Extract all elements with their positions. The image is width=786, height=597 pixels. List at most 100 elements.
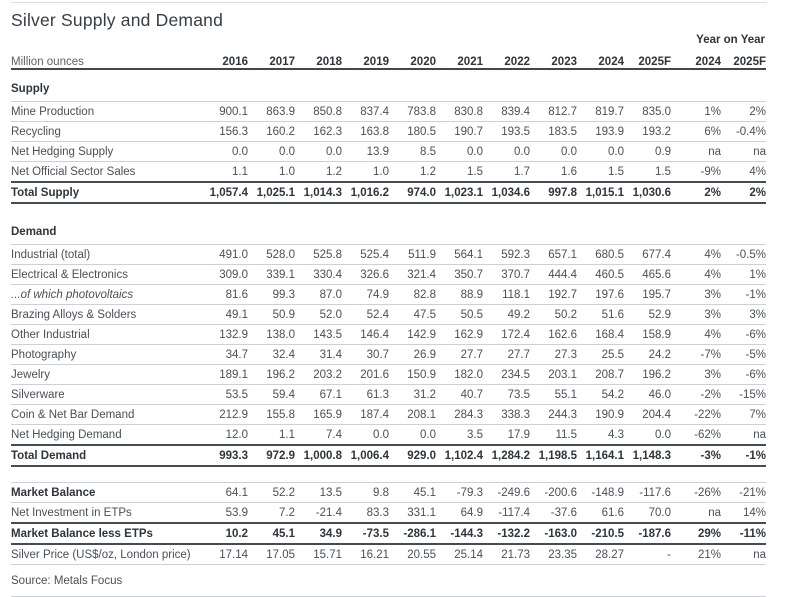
- row-label: Total Demand: [11, 444, 201, 467]
- row-label: Electrical & Electronics: [11, 264, 201, 285]
- column-header-year: 2017: [248, 48, 295, 70]
- column-header-year: 2019: [342, 48, 389, 70]
- cell-value: 1,000.8: [295, 444, 342, 467]
- row-label: Net Investment in ETPs: [11, 502, 201, 524]
- cell-value: 680.5: [577, 244, 624, 265]
- cell-value: 155.8: [248, 404, 295, 425]
- column-header-yoy: 2025F: [721, 48, 766, 70]
- cell-value: 1,030.6: [624, 181, 671, 204]
- cell-value: 13.5: [295, 482, 342, 503]
- cell-value: 162.9: [436, 324, 483, 345]
- cell-value: 997.8: [530, 181, 577, 204]
- cell-value: 52.9: [624, 304, 671, 325]
- row-label: Net Hedging Supply: [11, 141, 201, 162]
- cell-value: 4.3: [577, 424, 624, 446]
- table-row: Industrial (total) 491.0 528.0 525.8 525.4 51…: [11, 244, 766, 265]
- cell-value: 993.3: [201, 444, 248, 467]
- cell-value: 1,284.2: [483, 444, 530, 467]
- cell-value: 31.2: [389, 384, 436, 405]
- report-page: Silver Supply and Demand Year on Year Mi…: [11, 2, 767, 597]
- source-note: Source: Metals Focus: [11, 565, 766, 597]
- cell-yoy-value: -9%: [671, 161, 721, 183]
- cell-value: 974.0: [389, 181, 436, 204]
- cell-value: 47.5: [389, 304, 436, 325]
- cell-yoy-value: 4%: [671, 244, 721, 265]
- cell-value: 27.7: [436, 344, 483, 365]
- cell-value: 1,015.1: [577, 181, 624, 204]
- cell-value: 52.2: [248, 482, 295, 503]
- cell-yoy-value: -6%: [721, 364, 766, 385]
- cell-value: 1,164.1: [577, 444, 624, 467]
- cell-value: 0.0: [389, 424, 436, 446]
- cell-yoy-value: -62%: [671, 424, 721, 446]
- cell-value: 158.9: [624, 324, 671, 345]
- cell-yoy-value: 21%: [671, 544, 721, 565]
- cell-yoy-value: 2%: [721, 181, 766, 204]
- cell-value: 528.0: [248, 244, 295, 265]
- cell-value: 24.2: [624, 344, 671, 365]
- cell-value: 0.0: [530, 141, 577, 162]
- cell-value: 1.1: [248, 424, 295, 446]
- cell-value: -148.9: [577, 482, 624, 503]
- cell-value: -79.3: [436, 482, 483, 503]
- cell-value: 244.3: [530, 404, 577, 425]
- cell-value: 61.6: [577, 502, 624, 524]
- table-row: Electrical & Electronics 309.0 339.1 330.4 3…: [11, 264, 766, 285]
- cell-yoy-value: 4%: [671, 264, 721, 285]
- cell-value: 331.1: [389, 502, 436, 524]
- cell-value: 183.5: [530, 121, 577, 142]
- cell-value: 27.3: [530, 344, 577, 365]
- cell-value: -117.6: [624, 482, 671, 503]
- cell-value: 20.55: [389, 544, 436, 565]
- cell-value: 31.4: [295, 344, 342, 365]
- cell-yoy-value: -21%: [721, 482, 766, 503]
- cell-value: 118.1: [483, 284, 530, 305]
- row-label: Jewelry: [11, 364, 201, 385]
- cell-value: 49.2: [483, 304, 530, 325]
- cell-value: 8.5: [389, 141, 436, 162]
- column-header-year: 2021: [436, 48, 483, 70]
- cell-value: 53.9: [201, 502, 248, 524]
- cell-value: -163.0: [530, 522, 577, 545]
- cell-value: 138.0: [248, 324, 295, 345]
- cell-value: 837.4: [342, 101, 389, 122]
- cell-value: 444.4: [530, 264, 577, 285]
- cell-value: 21.73: [483, 544, 530, 565]
- spacer-cell: [11, 466, 766, 483]
- table-row: Total Demand 993.3 972.9 1,000.8 1,006.4 929.…: [11, 444, 766, 467]
- column-header-year: 2023: [530, 48, 577, 70]
- cell-value: 195.7: [624, 284, 671, 305]
- cell-value: -21.4: [295, 502, 342, 524]
- cell-value: -286.1: [389, 522, 436, 545]
- cell-value: 189.1: [201, 364, 248, 385]
- cell-value: 339.1: [248, 264, 295, 285]
- cell-yoy-value: -22%: [671, 404, 721, 425]
- cell-value: 17.14: [201, 544, 248, 565]
- section-title: Demand: [11, 213, 766, 245]
- cell-value: 7.2: [248, 502, 295, 524]
- cell-value: 11.5: [530, 424, 577, 446]
- unit-label: Million ounces: [11, 48, 201, 70]
- cell-value: 132.9: [201, 324, 248, 345]
- cell-value: 193.5: [483, 121, 530, 142]
- row-label: Industrial (total): [11, 244, 201, 265]
- cell-value: 1.5: [436, 161, 483, 183]
- column-header-year: 2020: [389, 48, 436, 70]
- cell-yoy-value: 4%: [721, 161, 766, 183]
- cell-value: -144.3: [436, 522, 483, 545]
- cell-value: 0.0: [201, 141, 248, 162]
- section-spacer: [11, 466, 766, 483]
- cell-value: 168.4: [577, 324, 624, 345]
- cell-value: 70.0: [624, 502, 671, 524]
- row-label: ...of which photovoltaics: [11, 284, 201, 305]
- table-row: Market Balance 64.1 52.2 13.5 9.8 45.1 -79.3 -2…: [11, 482, 766, 503]
- cell-value: 17.9: [483, 424, 530, 446]
- cell-value: 55.1: [530, 384, 577, 405]
- row-label: Market Balance less ETPs: [11, 522, 201, 545]
- cell-value: 193.9: [577, 121, 624, 142]
- table-row: Recycling 156.3 160.2 162.3 163.8 180.5 190.7 1…: [11, 121, 766, 142]
- cell-value: 32.4: [248, 344, 295, 365]
- cell-value: 74.9: [342, 284, 389, 305]
- row-label: Coin & Net Bar Demand: [11, 404, 201, 425]
- cell-yoy-value: -11%: [721, 522, 766, 545]
